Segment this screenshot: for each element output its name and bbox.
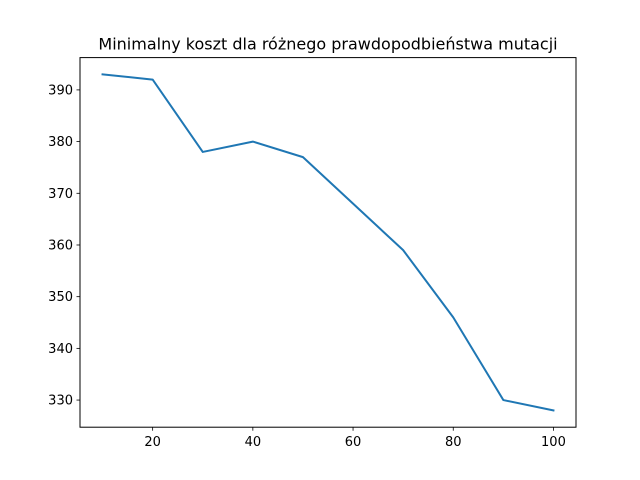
y-tick-label: 380 xyxy=(48,135,73,150)
series-line-1 xyxy=(101,73,555,412)
chart-title: Minimalny koszt dla różnego prawdopodbie… xyxy=(98,35,557,54)
y-axis: 330 340 350 360 370 380 390 xyxy=(48,83,80,409)
y-tick-label: 370 xyxy=(48,187,73,202)
x-tick-label: 60 xyxy=(345,435,362,450)
y-tick-label: 340 xyxy=(48,342,73,357)
y-tick-label: 360 xyxy=(48,238,73,253)
x-tick-label: 80 xyxy=(445,435,462,450)
x-axis: 20 40 60 80 100 xyxy=(144,427,566,450)
plot-area xyxy=(101,73,555,412)
x-tick-label: 20 xyxy=(144,435,161,450)
y-tick-label: 330 xyxy=(48,394,73,409)
y-tick-label: 390 xyxy=(48,83,73,98)
x-tick-label: 40 xyxy=(245,435,262,450)
y-tick-label: 350 xyxy=(48,290,73,305)
x-tick-label: 100 xyxy=(541,435,566,450)
axes-frame xyxy=(79,57,577,428)
